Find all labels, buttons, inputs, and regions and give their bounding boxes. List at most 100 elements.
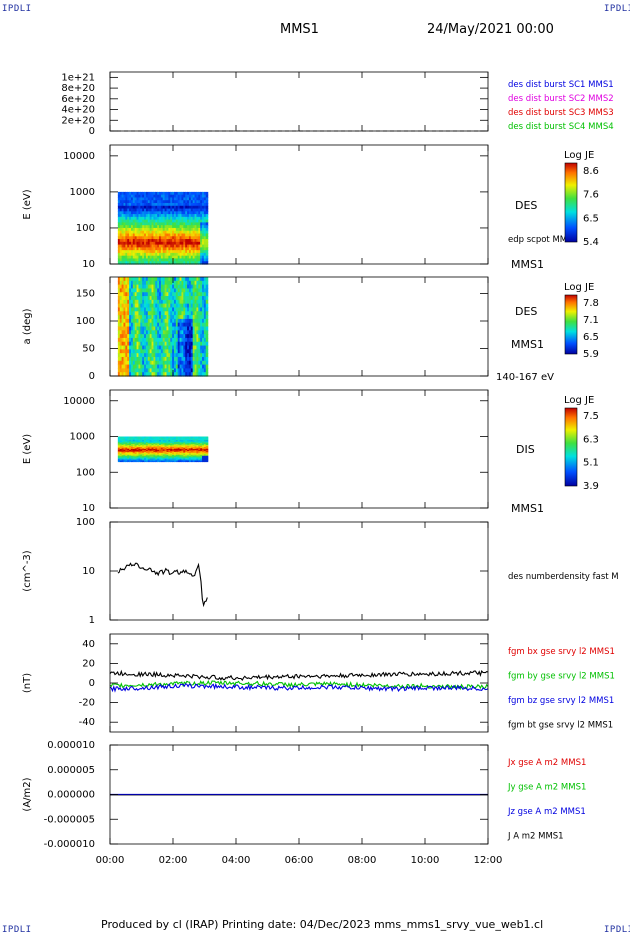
ytick-label-p6: 20 (82, 658, 95, 669)
ytick-label-p3: 150 (76, 289, 95, 300)
colorbar-p4 (564, 407, 578, 487)
ytick-label-p2: 100 (76, 223, 95, 234)
ytick-label-p1: 6e+20 (61, 94, 95, 105)
ytick-label-p2: 10 (82, 259, 95, 270)
colorbar-p3-tick: 5.9 (583, 349, 599, 360)
legend-p7-0: Jx gse A m2 MMS1 (507, 758, 586, 768)
corner-label-top-right: IPDLI (604, 4, 630, 14)
ytick-label-p5: 1 (89, 615, 95, 626)
colorbar-p3-tick: 7.8 (583, 298, 599, 309)
xtick-label: 04:00 (222, 855, 251, 866)
xtick-label: 08:00 (348, 855, 377, 866)
ylabel-p2: E (eV) (22, 189, 33, 219)
side-label-instrument: DIS (516, 443, 535, 456)
legend-density: des numberdensity fast M (508, 572, 619, 582)
ytick-label-p1: 4e+20 (61, 105, 95, 116)
panel-frame-p5 (109, 521, 489, 621)
ytick-label-p6: -40 (79, 717, 95, 728)
colorbar-p3 (564, 294, 578, 355)
colorbar-p4-tick: 5.1 (583, 458, 599, 469)
legend-p7-3: J A m2 MMS1 (507, 832, 564, 842)
ytick-label-p3: 50 (82, 344, 95, 355)
colorbar-p4-tick: 7.5 (583, 411, 599, 422)
spectrogram-p4 (117, 436, 209, 463)
colorbar-p2-title: Log JE (564, 150, 594, 161)
ytick-label-p1: 0 (89, 126, 95, 137)
legend-p6-1: fgm by gse srvy l2 MMS1 (508, 672, 615, 682)
colorbar-p4-tick: 6.3 (583, 434, 599, 445)
ytick-label-p4: 10 (82, 503, 95, 514)
xtick-label: 02:00 (159, 855, 188, 866)
side-label-spacecraft: MMS1 (511, 258, 544, 271)
ytick-label-p4: 10000 (63, 396, 95, 407)
ylabel-p6: (nT) (22, 673, 33, 693)
ytick-label-p7: 0.000000 (47, 790, 95, 801)
header-mission: MMS1 (280, 22, 319, 37)
side-label-instrument: DES (515, 305, 537, 318)
legend-p7-2: Jz gse A m2 MMS1 (507, 807, 586, 817)
ytick-label-p1: 1e+21 (61, 72, 95, 83)
colorbar-p4-tick: 3.9 (583, 481, 599, 492)
legend-p1-2: des dist burst SC3 MMS3 (508, 108, 614, 118)
corner-label-bottom-right: IPDLI (604, 925, 630, 935)
side-label-instrument: DES (515, 199, 537, 212)
colorbar-p3-tick: 6.5 (583, 332, 599, 343)
legend-p6-0: fgm bx gse srvy l2 MMS1 (508, 647, 615, 657)
legend-p7-1: Jy gse A m2 MMS1 (507, 783, 586, 793)
ytick-label-p7: 0.000005 (47, 765, 95, 776)
field-line-3 (109, 669, 489, 681)
ytick-label-p5: 100 (76, 517, 95, 528)
xtick-label: 12:00 (474, 855, 503, 866)
side-label-spacecraft: MMS1 (511, 502, 544, 515)
ytick-label-p2: 1000 (70, 187, 95, 198)
legend-p1-0: des dist burst SC1 MMS1 (508, 80, 614, 90)
xtick-label: 10:00 (411, 855, 440, 866)
side-label-energy-range: 140-167 eV (496, 372, 554, 383)
xtick-label: 06:00 (285, 855, 314, 866)
ylabel-p5: (cm^-3) (22, 550, 33, 591)
ytick-label-p2: 10000 (63, 151, 95, 162)
ytick-label-p7: 0.000010 (47, 740, 95, 751)
field-line-2 (109, 682, 489, 693)
ylabel-p7: (A/m2) (22, 777, 33, 811)
corner-label-top-left: IPDLI (2, 4, 32, 14)
colorbar-p3-title: Log JE (564, 282, 594, 293)
legend-p1-3: des dist burst SC4 MMS4 (508, 122, 614, 132)
spectrogram-p2 (117, 191, 209, 265)
colorbar-p4-title: Log JE (564, 395, 594, 406)
ytick-label-p3: 0 (89, 371, 95, 382)
ytick-label-p7: -0.000005 (44, 814, 95, 825)
ytick-label-p6: -20 (79, 698, 95, 709)
side-label-scpot: edp scpot MMS1 (508, 235, 578, 245)
legend-p6-2: fgm bz gse srvy l2 MMS1 (508, 696, 614, 706)
ytick-label-p3: 100 (76, 316, 95, 327)
ytick-label-p4: 1000 (70, 432, 95, 443)
ytick-label-p6: 0 (89, 678, 95, 689)
ytick-label-p6: 40 (82, 639, 95, 650)
colorbar-p2-tick: 7.6 (583, 190, 599, 201)
ytick-label-p4: 100 (76, 467, 95, 478)
footer-credits: Produced by cl (IRAP) Printing date: 04/… (101, 918, 544, 931)
ytick-label-p5: 10 (82, 566, 95, 577)
colorbar-p3-tick: 7.1 (583, 315, 599, 326)
spectrogram-p3 (117, 277, 209, 377)
header-datetime: 24/May/2021 00:00 (427, 22, 554, 37)
colorbar-p2-tick: 5.4 (583, 237, 599, 248)
ytick-label-p1: 2e+20 (61, 115, 95, 126)
colorbar-p2-tick: 8.6 (583, 166, 599, 177)
xtick-label: 00:00 (96, 855, 125, 866)
density-line (117, 562, 208, 608)
colorbar-p2 (564, 162, 578, 243)
corner-label-bottom-left: IPDLI (2, 925, 32, 935)
legend-p6-3: fgm bt gse srvy l2 MMS1 (508, 721, 613, 731)
side-label-spacecraft: MMS1 (511, 338, 544, 351)
legend-p1-1: des dist burst SC2 MMS2 (508, 94, 614, 104)
ytick-label-p7: -0.000010 (44, 839, 95, 850)
colorbar-p2-tick: 6.5 (583, 213, 599, 224)
panel-frame-p1 (109, 71, 489, 132)
ylabel-p3: a (deg) (22, 308, 33, 344)
ytick-label-p1: 8e+20 (61, 83, 95, 94)
ylabel-p4: E (eV) (22, 434, 33, 464)
field-line-1 (109, 679, 489, 691)
